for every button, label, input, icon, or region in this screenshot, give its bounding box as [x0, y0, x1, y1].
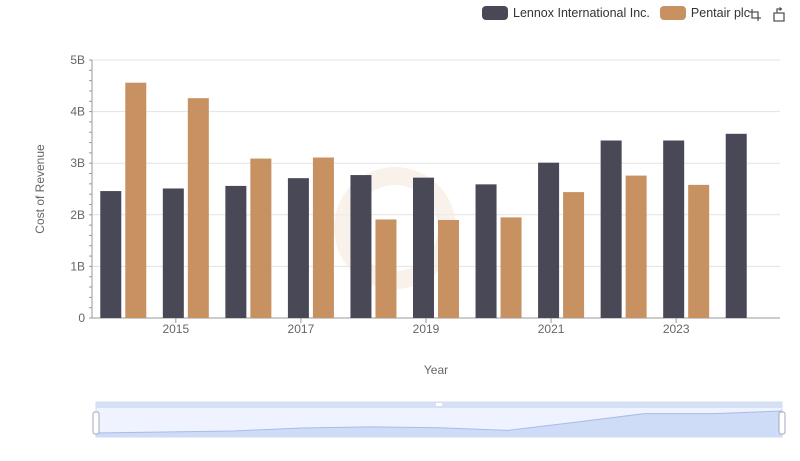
y-tick-label: 0: [78, 311, 85, 325]
bar-pentair-2016[interactable]: [250, 158, 272, 318]
legend-item-pentair[interactable]: Pentair plc: [659, 6, 750, 20]
bar-pentair-2023[interactable]: [688, 184, 710, 318]
bar-pentair-2018[interactable]: [375, 219, 397, 318]
x-tick-label: 2021: [538, 322, 565, 336]
bar-lennox-2020[interactable]: [475, 184, 497, 318]
bar-lennox-2014[interactable]: [100, 191, 122, 318]
legend-label-pentair: Pentair plc: [690, 6, 750, 20]
bar-lennox-2022[interactable]: [600, 140, 622, 318]
bar-lennox-2016[interactable]: [225, 185, 247, 318]
bar-pentair-2022[interactable]: [625, 175, 647, 318]
legend: Lennox International Inc. Pentair plc: [482, 4, 760, 22]
legend-swatch-lennox: [482, 6, 508, 20]
x-tick-label: 2015: [162, 322, 189, 336]
bar-lennox-2024[interactable]: [725, 133, 747, 318]
overview-navigator[interactable]: [92, 401, 786, 438]
legend-swatch-pentair: [659, 6, 686, 20]
y-tick-label: 2B: [70, 208, 85, 222]
x-tick-label: 2017: [288, 322, 315, 336]
legend-label-lennox: Lennox International Inc.: [513, 6, 650, 20]
bar-pentair-2021[interactable]: [563, 192, 585, 318]
bar-pentair-2014[interactable]: [125, 82, 147, 318]
x-axis-title: Year: [424, 363, 448, 377]
bar-lennox-2021[interactable]: [538, 162, 560, 318]
bar-pentair-2015[interactable]: [187, 98, 209, 319]
y-tick-label: 5B: [70, 53, 85, 67]
bar-lennox-2015[interactable]: [162, 188, 184, 318]
bar-lennox-2023[interactable]: [663, 140, 685, 318]
navigator-left-handle[interactable]: [92, 411, 100, 435]
bar-pentair-2017[interactable]: [312, 157, 334, 318]
zoom-select-icon[interactable]: [746, 6, 764, 24]
tick-layer: 0 1B 2B 3B 4B 5B 2015 2017 2019 2021 2023: [70, 53, 690, 336]
y-axis-title: Cost of Revenue: [33, 144, 47, 234]
x-tick-label: 2023: [663, 322, 690, 336]
bar-pentair-2020[interactable]: [500, 217, 522, 318]
bar-lennox-2019[interactable]: [413, 177, 434, 318]
y-tick-label: 1B: [70, 259, 85, 273]
legend-item-lennox[interactable]: Lennox International Inc.: [482, 6, 650, 20]
navigator-area: [96, 411, 782, 437]
navigator-right-handle[interactable]: [778, 411, 786, 435]
bar-pentair-2019[interactable]: [438, 219, 459, 318]
navigator-grip[interactable]: [436, 403, 442, 406]
bar-lennox-2017[interactable]: [287, 178, 309, 318]
x-tick-label: 2019: [413, 322, 440, 336]
zoom-reset-icon[interactable]: [770, 6, 788, 24]
y-tick-label: 3B: [70, 156, 85, 170]
y-tick-label: 4B: [70, 105, 85, 119]
navigator-line: [95, 410, 783, 434]
bars-layer: [100, 82, 747, 319]
chart-toolbar: [746, 6, 794, 24]
bar-lennox-2018[interactable]: [350, 175, 372, 318]
